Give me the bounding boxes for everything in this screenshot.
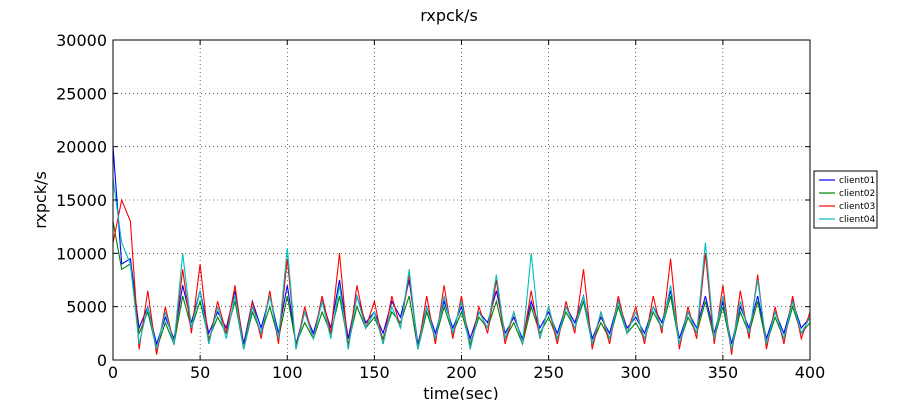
- x-tick-label: 50: [190, 363, 210, 382]
- x-tick-label: 350: [708, 363, 739, 382]
- series-layer: [112, 146, 811, 355]
- series-line-client03: [112, 198, 811, 355]
- y-tick-label: 30000: [56, 31, 107, 50]
- legend-label-client03: client03: [839, 202, 875, 212]
- x-tick-label: 300: [620, 363, 651, 382]
- legend-label-client02: client02: [839, 189, 875, 199]
- x-tick-label: 250: [533, 363, 564, 382]
- y-axis-label: rxpck/s: [31, 171, 50, 229]
- y-axis-ticks: 0 5000 10000 15000 20000 25000 30000: [56, 31, 810, 370]
- y-tick-label: 0: [97, 351, 107, 370]
- x-axis-label: time(sec): [423, 384, 499, 400]
- x-tick-label: 0: [108, 363, 118, 382]
- y-tick-label: 20000: [56, 138, 107, 157]
- chart-title: rxpck/s: [420, 6, 478, 25]
- x-tick-label: 400: [795, 363, 826, 382]
- x-tick-label: 150: [359, 363, 390, 382]
- grid-lines: [113, 40, 810, 360]
- x-tick-label: 200: [446, 363, 477, 382]
- legend: client01 client02 client03 client04: [813, 170, 878, 229]
- x-axis-ticks: 0 50 100 150 200 250 300 350 400: [108, 40, 825, 382]
- legend-label-client04: client04: [839, 215, 875, 225]
- y-tick-label: 25000: [56, 84, 107, 103]
- x-tick-label: 100: [272, 363, 303, 382]
- series-line-client04: [112, 178, 811, 350]
- y-tick-label: 5000: [66, 298, 107, 317]
- y-tick-label: 15000: [56, 191, 107, 210]
- y-tick-label: 10000: [56, 244, 107, 263]
- legend-label-client01: client01: [839, 176, 875, 186]
